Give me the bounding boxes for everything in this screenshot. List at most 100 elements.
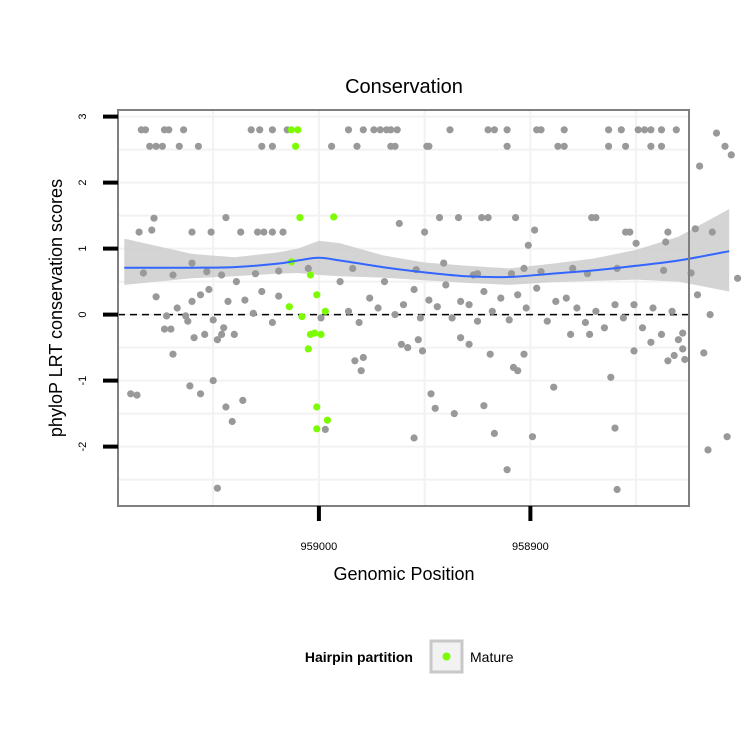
data-point [258, 287, 266, 296]
data-point [514, 291, 522, 299]
data-point [679, 345, 687, 353]
data-point [662, 238, 670, 246]
data-point [220, 324, 228, 332]
data-point [304, 264, 312, 272]
data-point [668, 307, 676, 315]
data-point [150, 214, 158, 222]
data-point-mature [321, 307, 329, 315]
data-point [425, 142, 433, 150]
data-point [230, 330, 238, 338]
data-point-mature [313, 291, 321, 299]
x-tick-label: 959000 [301, 541, 338, 553]
data-point [421, 228, 429, 236]
data-point [268, 142, 276, 150]
data-point-mature [323, 416, 331, 424]
data-point [169, 350, 177, 358]
data-point [649, 304, 657, 312]
confidence-band [124, 209, 730, 292]
data-point [647, 126, 655, 134]
data-point [681, 355, 689, 364]
data-point [374, 304, 382, 312]
data-point [167, 325, 175, 333]
x-axis-title: Genomic Position [333, 564, 474, 584]
data-point [351, 357, 359, 365]
data-point [209, 316, 217, 324]
data-point [490, 429, 498, 437]
data-point-mature [287, 126, 295, 134]
chart-title: Conservation [345, 76, 463, 98]
data-point [657, 142, 666, 150]
data-point [247, 126, 255, 134]
data-point [158, 142, 166, 150]
data-point [520, 264, 528, 272]
data-point [418, 347, 427, 355]
data-point [647, 142, 655, 150]
data-point [442, 281, 450, 289]
data-point [543, 317, 551, 325]
data-point [395, 219, 403, 228]
data-point [647, 338, 655, 346]
data-point [484, 214, 492, 222]
data-point [488, 307, 496, 315]
data-point [503, 126, 511, 134]
data-point [201, 330, 209, 338]
data-point [359, 353, 367, 362]
data-point [638, 324, 647, 332]
data-point [611, 301, 619, 309]
data-point [721, 142, 729, 150]
data-point [399, 301, 408, 309]
data-point [630, 301, 638, 309]
data-point [239, 396, 247, 404]
data-point [693, 291, 702, 299]
data-point [700, 349, 708, 357]
data-point [706, 311, 714, 319]
data-point [427, 390, 435, 398]
data-point [465, 301, 473, 309]
data-point [196, 390, 205, 398]
data-point [708, 228, 716, 236]
data-point [366, 294, 374, 302]
data-point [605, 126, 613, 134]
points-mature [285, 126, 338, 433]
data-point [416, 314, 424, 322]
data-point [632, 239, 640, 247]
data-point [473, 317, 482, 325]
data-point [213, 484, 221, 492]
data-point [660, 266, 668, 274]
data-point [260, 228, 268, 236]
data-point-mature [311, 329, 319, 337]
data-point [353, 142, 361, 150]
data-point [190, 334, 198, 342]
data-point [207, 228, 215, 236]
data-point [349, 264, 357, 272]
y-tick-label: 2 [77, 180, 89, 186]
data-point [537, 126, 545, 134]
data-point [511, 214, 520, 222]
data-point [560, 126, 568, 134]
data-point [241, 296, 249, 304]
data-point [336, 278, 344, 286]
data-point [657, 330, 666, 338]
y-axis: -2 -1 0 1 2 3 [77, 114, 118, 451]
data-point [228, 417, 236, 426]
data-point [203, 268, 211, 276]
x-axis: 959000 958900 [301, 506, 549, 553]
data-point [611, 424, 619, 432]
data-point [173, 304, 181, 312]
data-point [180, 126, 188, 134]
data-point [573, 304, 581, 312]
data-point [209, 377, 217, 385]
data-point [224, 297, 232, 305]
data-point [258, 142, 266, 150]
data-point [222, 214, 230, 222]
data-point [522, 304, 530, 312]
data-point [696, 162, 704, 170]
data-point [355, 318, 363, 327]
data-point [600, 324, 609, 332]
data-point [617, 126, 625, 134]
panel-border [117, 109, 690, 507]
data-point [359, 126, 367, 134]
data-point [465, 340, 473, 348]
data-point [528, 433, 537, 441]
data-point [723, 433, 731, 441]
